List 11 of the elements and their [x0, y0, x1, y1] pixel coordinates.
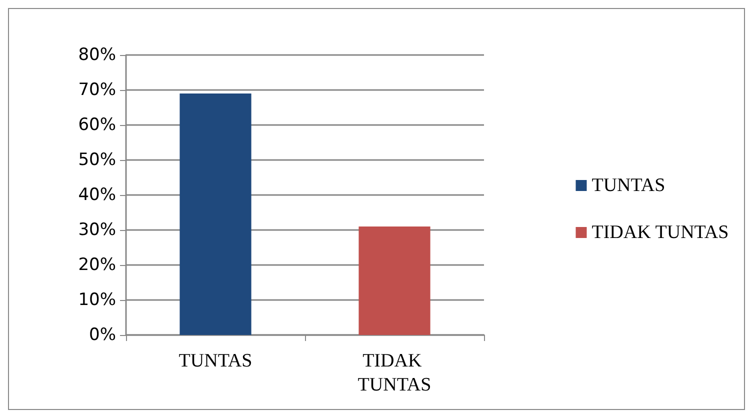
y-tick-label: 0% [89, 325, 116, 345]
y-tick-label: 20% [78, 255, 116, 275]
legend-label: TIDAK TUNTAS [592, 222, 729, 243]
y-tick-label: 60% [78, 115, 116, 135]
y-tick-label: 50% [78, 150, 116, 170]
y-tick-label: 40% [78, 185, 116, 205]
y-tick-label: 70% [78, 80, 116, 100]
y-tick-label: 80% [78, 45, 116, 65]
y-tick-label: 10% [78, 290, 116, 310]
legend-label: TUNTAS [592, 175, 666, 196]
y-tick-label: 30% [78, 220, 116, 240]
